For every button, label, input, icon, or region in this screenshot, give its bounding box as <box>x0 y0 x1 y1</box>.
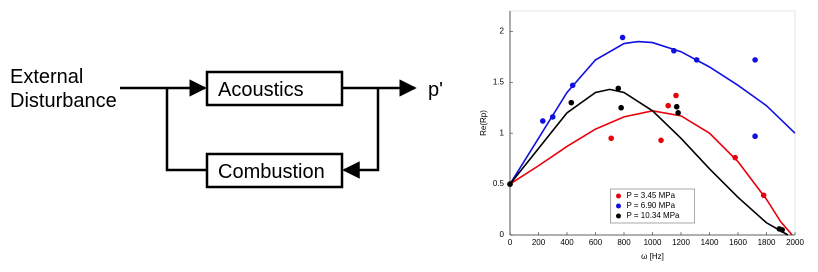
data-point <box>539 118 546 124</box>
fit-curve <box>509 40 796 185</box>
fit-curve <box>509 109 793 236</box>
x-tick-label: 2000 <box>786 238 804 247</box>
y-tick-label: 2 <box>500 26 505 35</box>
arrow <box>342 88 380 179</box>
data-point <box>658 137 664 144</box>
data-point <box>671 47 677 54</box>
x-tick-label: 200 <box>532 238 546 247</box>
legend-marker <box>616 193 621 199</box>
output-label: p' <box>428 79 443 101</box>
chart: 0 200 400 600 800 1000 1200 1400 1600 1800 2000 0 0.… <box>479 10 804 261</box>
x-tick-label: 800 <box>617 238 631 247</box>
data-point <box>760 192 767 199</box>
arrow <box>165 88 207 172</box>
y-tick-label: 0.5 <box>493 179 505 188</box>
data-point <box>693 57 700 63</box>
data-point <box>732 154 738 161</box>
legend-box <box>610 188 695 224</box>
block-label: Combustion <box>218 161 325 183</box>
block-label: Acoustics <box>218 79 304 101</box>
data-point <box>608 135 614 142</box>
data-point <box>615 85 622 92</box>
data-point <box>752 133 758 140</box>
data-point <box>665 102 671 109</box>
data-point <box>549 114 556 120</box>
x-tick-label: 1200 <box>672 238 690 247</box>
data-point <box>673 92 679 99</box>
legend-label: P = 6.90 MPa <box>627 201 676 210</box>
x-tick-label: 1400 <box>701 238 719 247</box>
data-point <box>673 103 680 110</box>
x-tick-label: 1600 <box>729 238 747 247</box>
x-tick-label: 600 <box>589 238 603 247</box>
block-diagram <box>120 70 417 189</box>
data-point <box>618 104 624 111</box>
legend-label: P = 3.45 MPa <box>627 191 676 200</box>
input-label: External Disturbance <box>10 66 117 112</box>
y-axis-label: Re(Rp) <box>479 110 488 136</box>
legend-marker <box>616 213 621 219</box>
x-tick-label: 0 <box>508 238 513 247</box>
x-axis-label: ω [Hz] <box>641 252 664 261</box>
data-point <box>675 110 681 116</box>
data-point <box>569 82 576 89</box>
legend-label: P = 10.34 MPa <box>627 211 681 220</box>
data-point <box>779 227 785 233</box>
data-point <box>568 99 575 106</box>
x-tick-label: 1800 <box>758 238 776 247</box>
legend-marker <box>616 203 621 209</box>
y-tick-label: 1.5 <box>493 77 505 86</box>
y-tick-label: 1 <box>500 128 505 137</box>
y-tick-label: 0 <box>500 230 505 239</box>
data-point <box>507 181 513 187</box>
data-point <box>619 34 626 41</box>
x-tick-label: 400 <box>560 238 574 247</box>
x-tick-label: 1000 <box>644 238 662 247</box>
fit-curve <box>509 88 789 236</box>
data-point <box>752 57 758 63</box>
